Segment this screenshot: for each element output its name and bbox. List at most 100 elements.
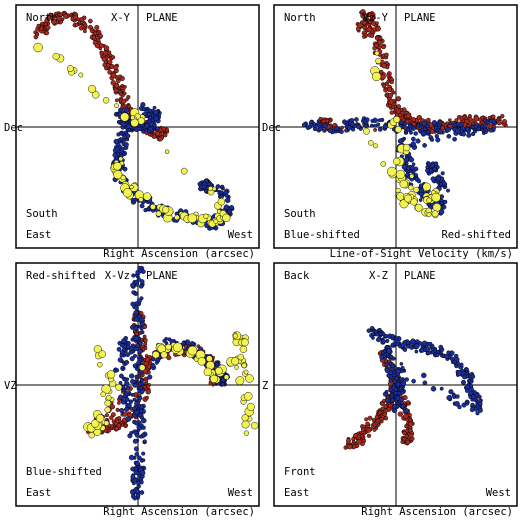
red-data-point xyxy=(340,125,345,130)
red-data-point xyxy=(362,34,366,39)
corner-label-top-left: North xyxy=(284,12,316,24)
red-data-point xyxy=(405,400,411,405)
blue-data-point xyxy=(425,129,430,134)
blue-data-point xyxy=(392,379,397,384)
yellow-data-point xyxy=(197,357,207,366)
points-group xyxy=(343,325,483,450)
yellow-data-point xyxy=(205,355,213,363)
blue-data-point xyxy=(129,373,135,379)
blue-data-point xyxy=(119,353,124,358)
blue-data-point xyxy=(421,120,428,127)
blue-data-point xyxy=(133,197,138,202)
blue-data-point xyxy=(393,387,399,392)
blue-data-point xyxy=(136,360,141,365)
red-data-point xyxy=(372,427,377,432)
blue-data-point xyxy=(390,398,395,403)
red-data-point xyxy=(324,118,329,123)
blue-data-point xyxy=(470,394,476,400)
blue-data-point xyxy=(132,397,137,402)
blue-data-point xyxy=(465,127,470,132)
yellow-data-point xyxy=(162,206,170,214)
blue-data-point xyxy=(416,123,421,128)
blue-data-point xyxy=(113,138,119,145)
yellow-data-point xyxy=(114,103,119,109)
blue-data-point xyxy=(430,176,436,182)
red-data-point xyxy=(501,119,508,125)
blue-data-point xyxy=(403,408,409,414)
blue-data-point xyxy=(220,377,226,383)
left-axis-label: Dec xyxy=(262,122,281,134)
red-data-point xyxy=(123,424,128,429)
corner-label-top-left: Back xyxy=(284,270,310,282)
blue-data-point xyxy=(138,385,144,391)
red-data-point xyxy=(397,411,403,417)
blue-data-point xyxy=(120,365,125,370)
red-data-point xyxy=(54,13,59,19)
red-data-point xyxy=(119,75,125,82)
blue-data-point xyxy=(465,401,470,406)
blue-data-point xyxy=(339,129,344,134)
yellow-data-point xyxy=(243,369,249,375)
blue-data-point xyxy=(470,374,476,379)
blue-data-point xyxy=(415,339,420,344)
yellow-data-point xyxy=(106,394,112,401)
red-data-point xyxy=(117,416,122,421)
blue-data-point xyxy=(141,269,146,275)
blue-data-point xyxy=(416,179,422,184)
blue-data-point xyxy=(142,107,146,112)
red-data-point xyxy=(44,30,50,36)
corner-label-bottom-right: West xyxy=(228,229,253,241)
blue-data-point xyxy=(133,309,139,316)
red-data-point xyxy=(143,338,148,343)
blue-data-point xyxy=(413,131,418,136)
yellow-data-point xyxy=(426,212,432,218)
yellow-data-point xyxy=(103,420,110,426)
red-data-point xyxy=(82,29,87,34)
red-data-point xyxy=(145,357,150,362)
x-axis-label: Right Ascension (arcsec) xyxy=(103,248,255,260)
red-data-point xyxy=(145,395,149,400)
blue-data-point xyxy=(470,131,476,137)
red-data-point xyxy=(115,407,120,412)
yellow-data-point xyxy=(208,186,214,192)
blue-data-point xyxy=(473,406,479,412)
red-data-point xyxy=(113,88,119,94)
blue-data-point xyxy=(124,381,130,387)
yellow-data-point xyxy=(237,353,245,361)
blue-data-point xyxy=(133,316,140,322)
blue-data-point xyxy=(153,115,159,122)
blue-data-point xyxy=(444,353,450,359)
blue-data-point xyxy=(421,340,428,346)
red-data-point xyxy=(101,56,108,63)
yellow-data-point xyxy=(130,115,136,121)
red-data-point xyxy=(162,132,168,138)
blue-data-point xyxy=(120,121,126,127)
blue-data-point xyxy=(410,338,416,344)
red-data-point xyxy=(104,413,109,418)
blue-data-point xyxy=(130,282,136,288)
yellow-data-point xyxy=(91,91,100,99)
blue-data-point xyxy=(404,157,409,163)
blue-data-point xyxy=(189,341,195,346)
yellow-data-point xyxy=(180,167,188,175)
blue-data-point xyxy=(136,277,142,282)
blue-data-point xyxy=(322,128,327,133)
blue-data-point xyxy=(376,122,381,127)
blue-data-point xyxy=(408,157,415,163)
blue-data-point xyxy=(488,118,494,124)
blue-data-point xyxy=(405,127,410,132)
red-data-point xyxy=(45,25,51,31)
yellow-data-point xyxy=(402,143,411,152)
blue-data-point xyxy=(138,408,144,414)
blue-data-point xyxy=(437,129,443,135)
red-data-point xyxy=(74,22,79,27)
corner-label-bottom-left-2: East xyxy=(26,487,51,499)
red-data-point xyxy=(416,114,423,121)
blue-data-point xyxy=(135,282,140,287)
red-data-point xyxy=(146,364,152,369)
blue-data-point xyxy=(466,132,472,138)
blue-data-point xyxy=(162,338,167,343)
plane-title: Vz-Y xyxy=(363,12,389,24)
yellow-data-point xyxy=(172,342,183,353)
blue-data-point xyxy=(477,401,483,407)
